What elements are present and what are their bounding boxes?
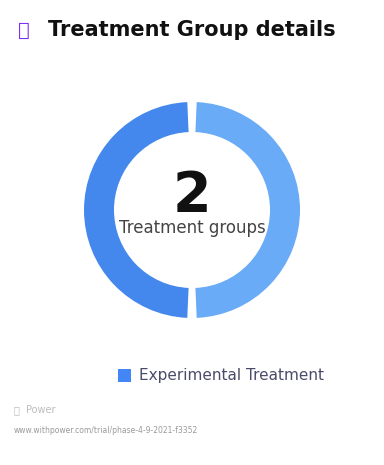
- Text: 🛡: 🛡: [14, 405, 20, 415]
- FancyBboxPatch shape: [118, 368, 131, 381]
- Text: www.withpower.com/trial/phase-4-9-2021-f3352: www.withpower.com/trial/phase-4-9-2021-f…: [14, 425, 198, 434]
- Wedge shape: [84, 102, 189, 318]
- Text: Experimental Treatment: Experimental Treatment: [139, 367, 324, 383]
- Text: Treatment groups: Treatment groups: [119, 219, 265, 237]
- Text: Power: Power: [26, 405, 56, 415]
- Wedge shape: [195, 102, 300, 318]
- Text: 2: 2: [173, 169, 211, 223]
- Text: 👥: 👥: [18, 20, 30, 40]
- Text: Treatment Group details: Treatment Group details: [48, 20, 336, 40]
